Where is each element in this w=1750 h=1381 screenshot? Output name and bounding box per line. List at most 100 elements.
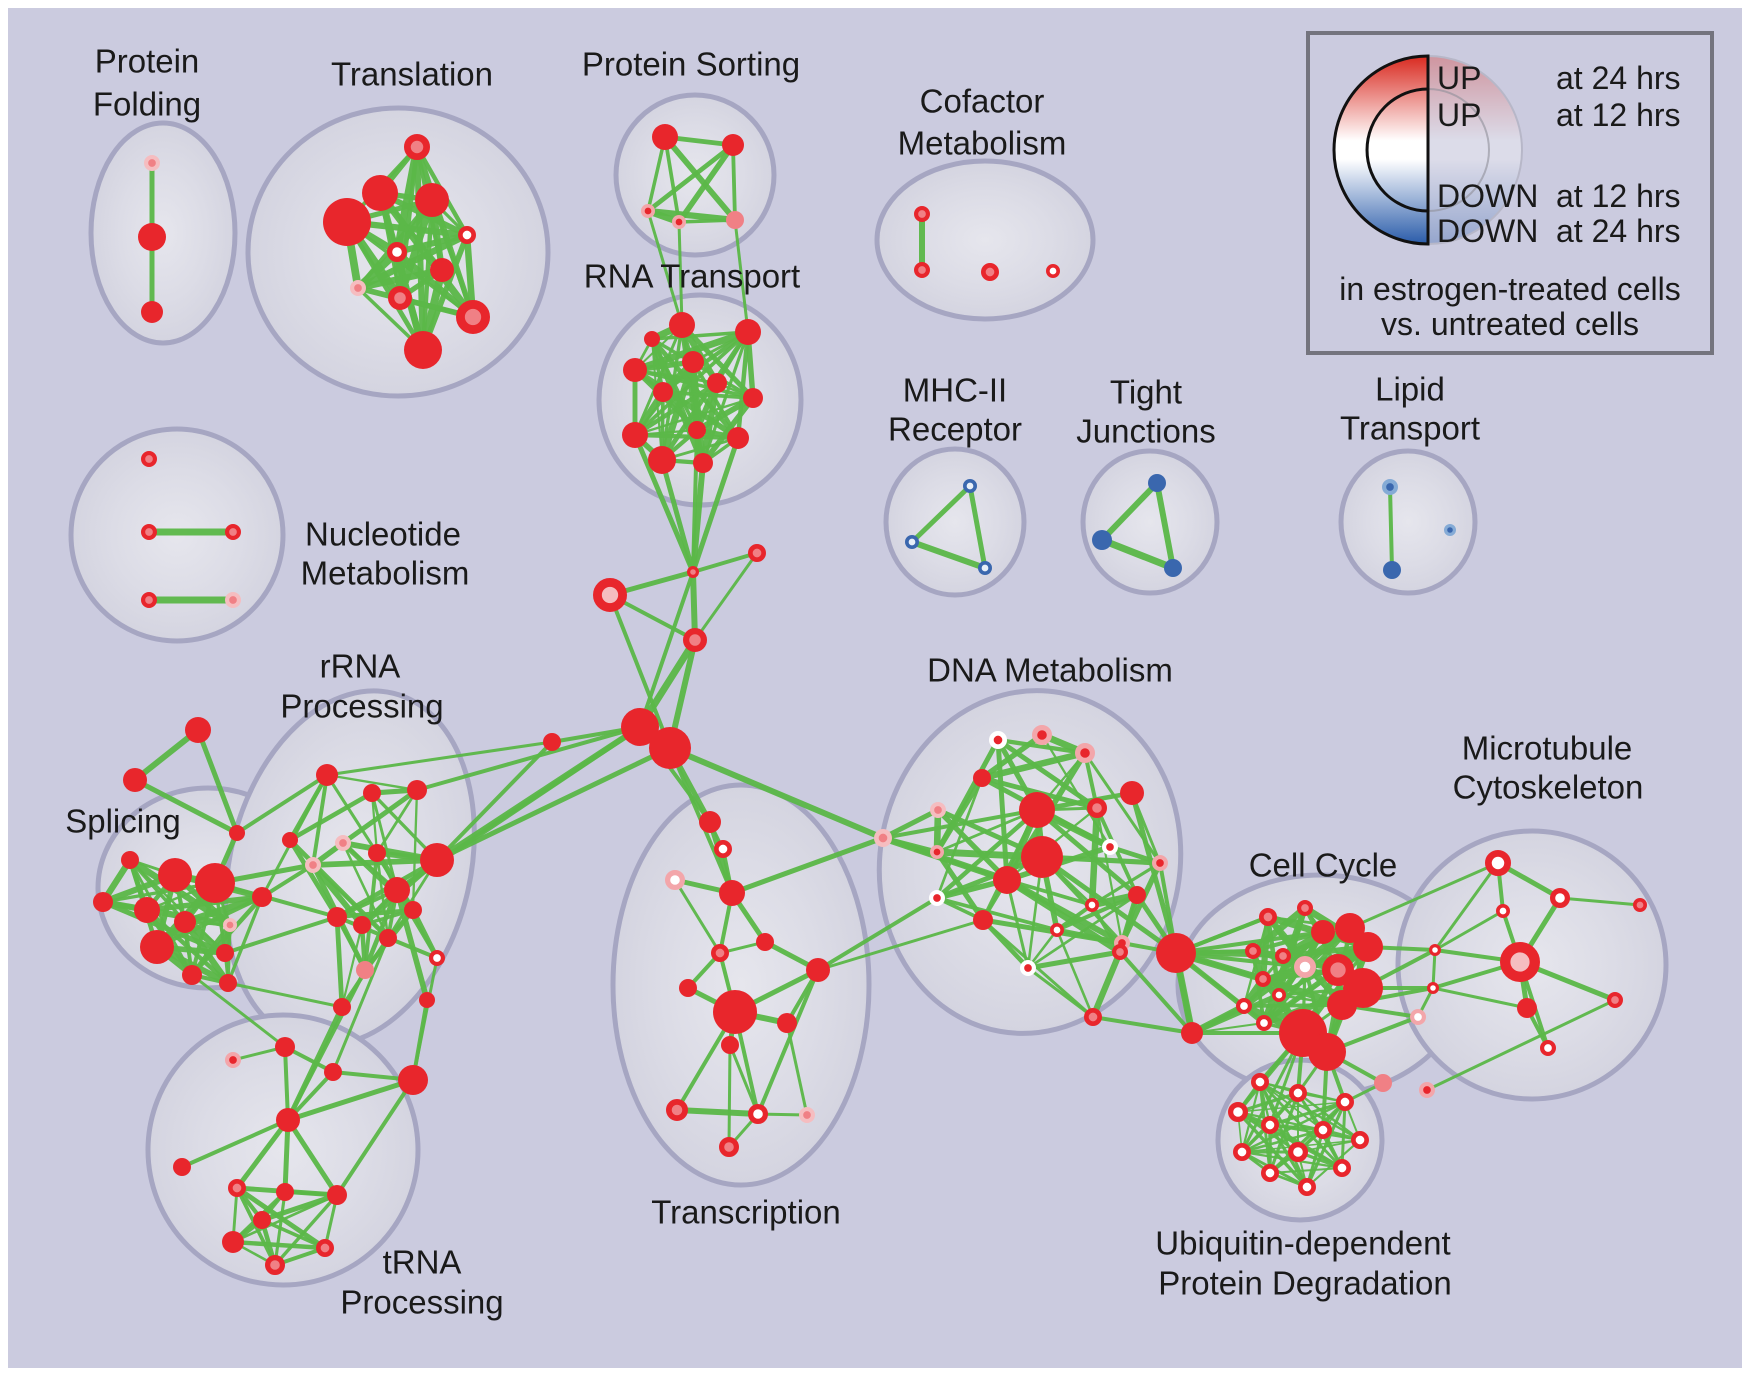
edge <box>434 745 673 863</box>
node <box>1083 1008 1102 1027</box>
node <box>324 1063 342 1081</box>
node <box>1092 530 1112 550</box>
edge <box>1174 930 1325 955</box>
edge <box>967 483 988 571</box>
node <box>430 258 454 282</box>
edge <box>1297 1139 1361 1153</box>
node <box>173 1158 191 1176</box>
edge <box>334 914 345 1010</box>
edge <box>1433 909 1505 952</box>
legend-direction-label: DOWN <box>1437 213 1538 249</box>
node <box>379 929 397 947</box>
edge <box>287 790 375 843</box>
node <box>644 331 660 347</box>
node <box>1120 781 1144 805</box>
node <box>93 892 113 912</box>
edge <box>691 551 759 574</box>
edge <box>645 142 736 214</box>
node <box>349 279 366 296</box>
node <box>1485 850 1512 877</box>
node <box>1350 1130 1369 1149</box>
node <box>195 863 235 903</box>
edge <box>354 266 446 292</box>
edge <box>1026 966 1095 1019</box>
cluster-label: Receptor <box>888 411 1022 448</box>
edge <box>1118 950 1194 1035</box>
node <box>368 844 386 862</box>
edge <box>650 330 750 341</box>
edge <box>259 1192 340 1223</box>
node <box>158 858 192 892</box>
edge <box>608 593 672 750</box>
edge <box>213 881 339 919</box>
node <box>1181 1022 1203 1044</box>
edge <box>344 219 426 353</box>
node <box>316 764 338 786</box>
edge <box>1095 806 1124 945</box>
cluster-label: Metabolism <box>301 555 470 592</box>
edge <box>676 142 736 225</box>
node <box>1443 523 1456 536</box>
node <box>777 1013 797 1033</box>
edge <box>325 740 554 777</box>
node <box>648 446 676 474</box>
node <box>622 422 648 448</box>
node <box>134 897 160 923</box>
cluster-label: rRNA <box>320 648 401 685</box>
node <box>1296 900 1313 917</box>
edge <box>731 143 737 222</box>
edge <box>128 858 194 977</box>
node <box>1049 923 1064 938</box>
node <box>327 1185 347 1205</box>
node <box>225 524 242 541</box>
node <box>185 717 211 743</box>
node <box>1428 943 1441 956</box>
edge <box>1091 1015 1194 1035</box>
node <box>457 225 476 244</box>
edge <box>728 1043 760 1116</box>
edge <box>1305 1100 1347 1189</box>
node <box>1311 920 1335 944</box>
node <box>693 453 713 473</box>
node <box>1297 1177 1316 1196</box>
edge <box>1348 861 1500 930</box>
node <box>123 768 147 792</box>
node <box>1274 948 1291 965</box>
cluster-ellipse-tight-junctions <box>1080 448 1220 596</box>
node <box>649 727 691 769</box>
edge <box>1099 480 1160 543</box>
node <box>227 1178 246 1197</box>
node <box>363 784 381 802</box>
edge <box>287 837 391 941</box>
node <box>1539 1039 1556 1056</box>
node <box>711 944 730 963</box>
node <box>735 319 761 345</box>
edge <box>935 776 984 900</box>
node <box>993 866 1021 894</box>
edge <box>677 218 737 224</box>
edge <box>690 435 741 575</box>
edge <box>126 856 234 929</box>
edge <box>638 570 695 729</box>
legend-time-label: at 24 hrs <box>1556 60 1681 96</box>
edge <box>1055 928 1095 1019</box>
node <box>141 450 158 467</box>
node <box>1308 1033 1346 1071</box>
node <box>1255 1015 1272 1032</box>
node <box>404 134 431 161</box>
node <box>144 155 161 172</box>
cluster-ellipse-cofactor-metabolism <box>874 158 1096 322</box>
edge <box>909 483 973 545</box>
edge <box>1088 804 1101 909</box>
edge <box>335 1078 415 1197</box>
node <box>1287 1141 1308 1162</box>
edge <box>1433 861 1500 952</box>
node <box>963 479 978 494</box>
edge <box>981 918 1095 1019</box>
edge <box>190 973 287 1049</box>
node <box>973 769 991 787</box>
node <box>989 731 1008 750</box>
edge <box>935 808 1039 854</box>
edge <box>340 787 420 846</box>
node <box>1418 1081 1435 1098</box>
